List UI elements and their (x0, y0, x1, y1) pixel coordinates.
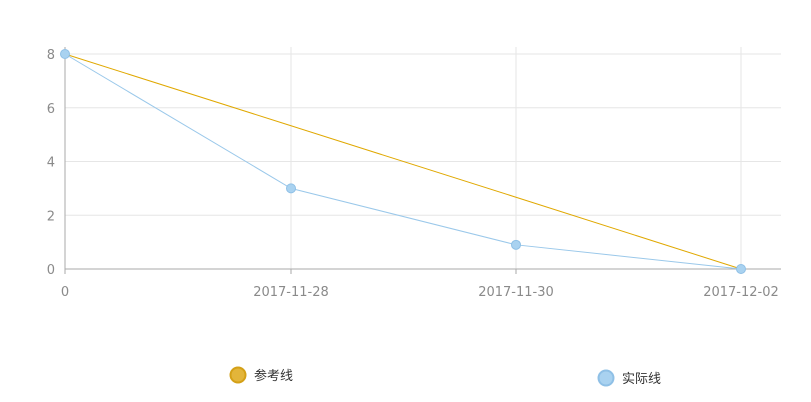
legend-label-1[interactable]: 参考线 (254, 368, 293, 384)
legend-marker-1[interactable] (229, 366, 247, 384)
y-tick-label: 6 (47, 102, 55, 117)
x-tick-label: 2017-11-28 (253, 285, 329, 300)
x-tick-label: 2017-11-30 (478, 285, 554, 300)
data-point[interactable] (736, 264, 746, 274)
data-point[interactable] (60, 49, 70, 59)
data-point[interactable] (511, 239, 521, 250)
y-tick-label: 2 (47, 209, 55, 224)
x-tick-label: 2017-12-02 (703, 285, 779, 300)
series-line-2 (64, 53, 742, 270)
legend-marker-2[interactable] (597, 369, 615, 387)
series-line-1 (64, 53, 742, 270)
y-tick-label: 4 (47, 156, 55, 171)
y-tick-label: 0 (47, 263, 55, 278)
y-tick-label: 8 (47, 48, 55, 63)
x-tick-label: 0 (61, 285, 69, 300)
data-point[interactable] (286, 183, 296, 194)
legend-label-2[interactable]: 实际线 (622, 372, 661, 387)
